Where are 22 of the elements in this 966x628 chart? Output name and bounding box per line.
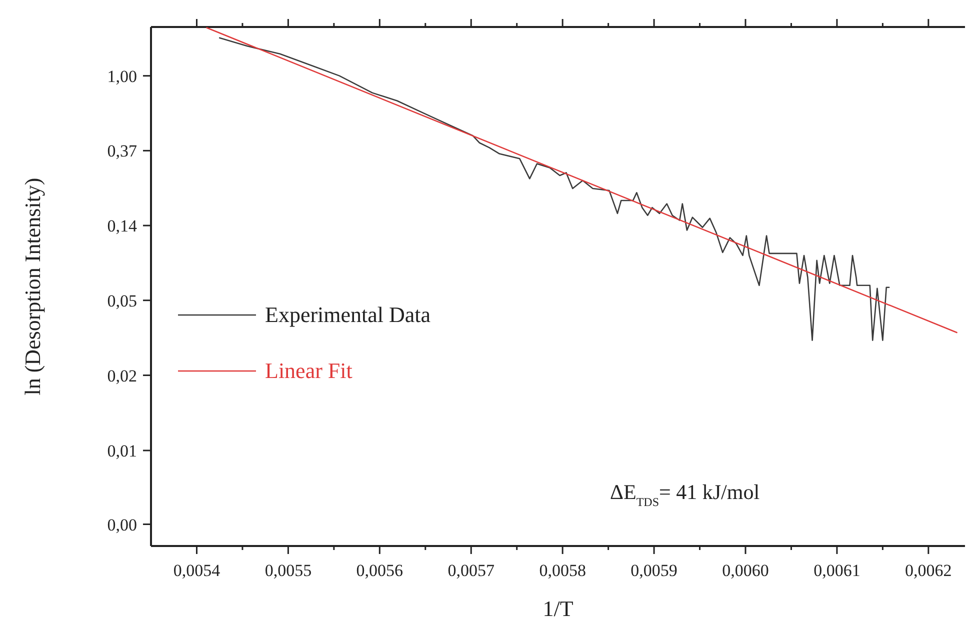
x-tick-label: 0,0056 [356, 561, 404, 580]
y-axis-title: ln (Desorption Intensity) [20, 178, 45, 396]
line-series [218, 37, 890, 341]
legend-label: Linear Fit [265, 358, 352, 383]
x-tick-label: 0,0060 [722, 561, 769, 580]
x-tick-label: 0,0062 [905, 561, 952, 580]
y-tick-label: 0,00 [107, 515, 137, 534]
x-axis-title: 1/T [542, 596, 574, 621]
x-tick-label: 0,0061 [814, 561, 860, 580]
y-tick-label: 1,00 [107, 66, 137, 86]
annotation: ΔE$_{TDS}$= 41 kJ/mol [610, 480, 760, 509]
legend-label: Experimental Data [265, 302, 431, 327]
x-tick-label: 0,0058 [539, 561, 586, 580]
y-tick-label: 0,14 [107, 216, 138, 236]
y-tick-label: 0,01 [107, 441, 137, 460]
x-tick-label: 0,0054 [173, 561, 221, 580]
x-tick-label: 0,0057 [448, 561, 495, 580]
x-tick-label: 0,0055 [264, 561, 312, 580]
y-tick-label: 0,02 [107, 366, 137, 386]
x-tick-label: 0,0059 [630, 561, 678, 580]
y-tick-label: 0,05 [107, 291, 137, 310]
y-tick-label: 0,37 [107, 142, 138, 161]
